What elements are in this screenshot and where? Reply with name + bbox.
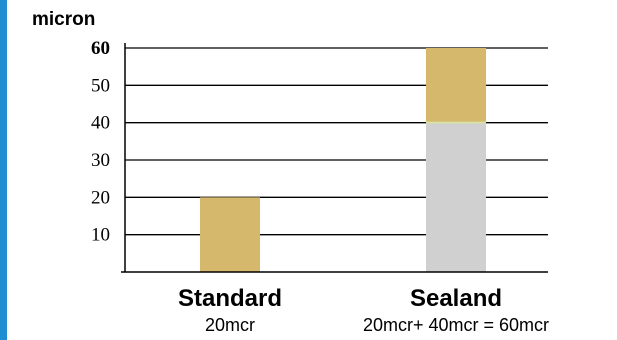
y-tick-50: 50 (91, 75, 110, 96)
y-tick-30: 30 (91, 150, 110, 171)
y-axis-unit-label: micron (32, 9, 95, 30)
x-label-standard: Standard (178, 285, 282, 312)
bar-sealand-segment-1 (426, 122, 486, 273)
y-tick-20: 20 (91, 187, 110, 208)
accent-bar (0, 0, 7, 340)
x-category-labels: Standard 20mcr Sealand 20mcr+ 40mcr = 60mcr (178, 285, 549, 335)
y-tick-40: 40 (91, 113, 110, 134)
x-label-sealand: Sealand (410, 285, 502, 312)
bars (200, 48, 486, 273)
y-tick-10: 10 (91, 225, 110, 246)
y-tick-60: 60 (91, 38, 110, 59)
axes (121, 43, 548, 273)
x-note-standard: 20mcr (205, 315, 255, 335)
y-tick-labels: 10 20 30 40 50 60 (91, 38, 110, 246)
bar-sealand-segment-2 (426, 48, 486, 123)
x-note-sealand: 20mcr+ 40mcr = 60mcr (363, 315, 549, 335)
bar-standard-segment-2 (200, 197, 260, 272)
